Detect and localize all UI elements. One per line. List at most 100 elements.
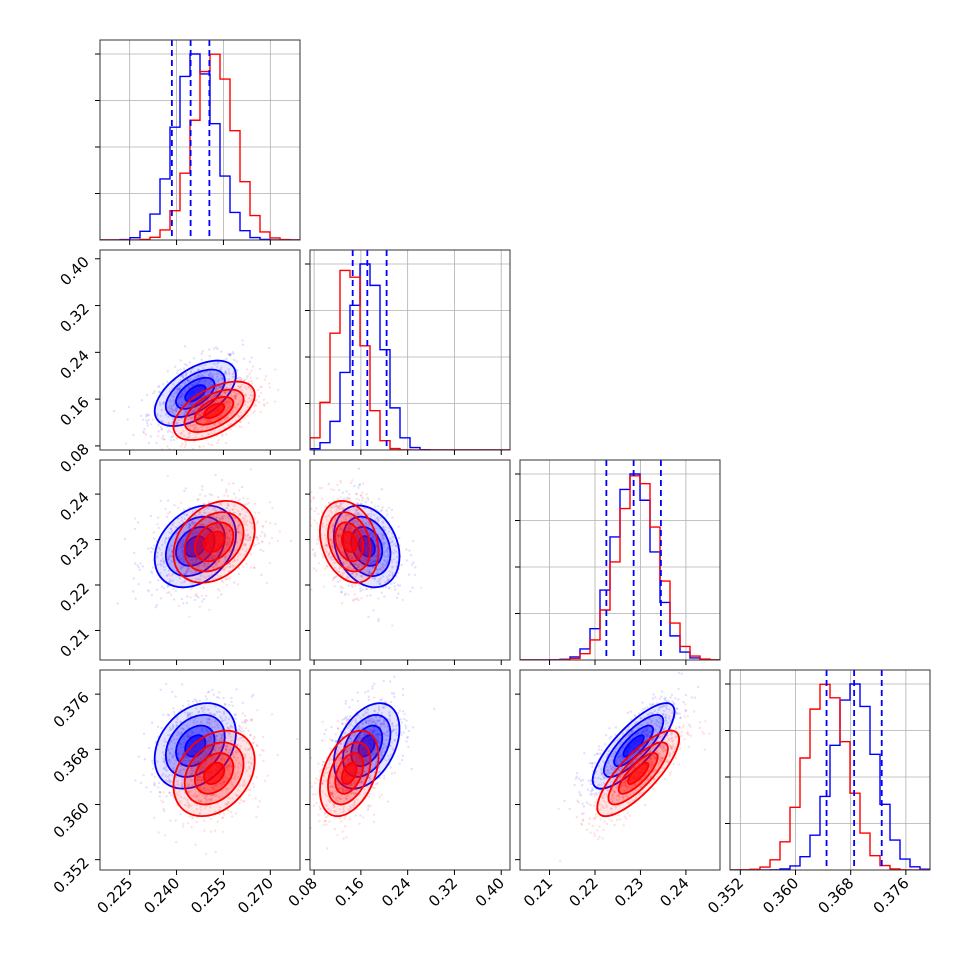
scatter-point	[217, 439, 220, 442]
scatter-point	[193, 529, 196, 532]
scatter-point	[258, 367, 262, 371]
scatter-point	[202, 553, 205, 557]
y-tick-label: 0.16	[56, 393, 92, 429]
scatter-point	[330, 538, 333, 542]
scatter-point	[226, 555, 230, 559]
scatter-point	[331, 528, 335, 531]
scatter-point	[218, 387, 221, 390]
scatter-point	[359, 502, 362, 505]
scatter-point	[347, 584, 350, 587]
scatter-point	[199, 403, 202, 407]
scatter-point	[374, 527, 377, 530]
scatter-point	[361, 496, 364, 500]
scatter-point	[216, 441, 219, 445]
scatter-point	[201, 572, 204, 575]
scatter-point	[241, 712, 244, 715]
scatter-point	[355, 532, 358, 535]
scatter-point	[353, 553, 357, 556]
scatter-point	[177, 402, 181, 405]
scatter-point	[159, 597, 163, 600]
scatter-point	[173, 413, 176, 416]
scatter-point	[192, 410, 195, 413]
scatter-point	[183, 445, 186, 449]
scatter-point	[199, 547, 203, 551]
scatter-point	[203, 508, 206, 511]
scatter-point	[156, 555, 159, 558]
scatter-point	[219, 386, 222, 389]
scatter-point	[141, 418, 145, 421]
scatter-point	[214, 378, 217, 381]
scatter-point	[224, 554, 228, 557]
scatter-point	[369, 531, 372, 534]
scatter-point	[323, 545, 326, 548]
density-contour	[357, 535, 376, 558]
scatter-point	[312, 497, 315, 500]
scatter-point	[250, 695, 253, 698]
scatter-point	[167, 748, 170, 751]
scatter-point	[250, 522, 253, 525]
scatter-point	[357, 467, 361, 470]
scatter-point	[332, 543, 336, 546]
scatter-point	[301, 528, 303, 530]
scatter-point	[183, 559, 186, 562]
scatter-point	[205, 419, 209, 422]
scatter-point	[249, 388, 252, 391]
scatter-point	[372, 609, 375, 612]
scatter-point	[355, 534, 359, 538]
scatter-point	[315, 569, 318, 572]
scatter-point	[366, 544, 370, 547]
scatter-point	[383, 555, 387, 558]
scatter-point	[250, 390, 253, 394]
scatter-point	[365, 587, 369, 591]
scatter-point	[187, 388, 190, 391]
scatter-point	[348, 564, 351, 567]
scatter-point	[163, 587, 166, 590]
scatter-point	[381, 536, 384, 539]
scatter-point	[181, 376, 185, 379]
scatter-point	[179, 742, 182, 745]
scatter-point	[341, 560, 345, 564]
scatter-point	[216, 574, 219, 577]
density-contour	[164, 368, 226, 418]
scatter-point	[204, 533, 207, 537]
scatter-point	[183, 741, 186, 745]
scatter-point	[311, 548, 315, 551]
scatter-point	[346, 566, 349, 569]
scatter-point	[170, 405, 173, 408]
scatter-point	[276, 753, 279, 757]
scatter-point	[187, 527, 190, 530]
scatter-point	[215, 696, 219, 699]
scatter-point	[168, 547, 172, 551]
scatter-point	[160, 552, 163, 555]
scatter-point	[227, 504, 230, 507]
scatter-point	[171, 690, 174, 693]
scatter-point	[358, 542, 361, 545]
scatter-point	[236, 384, 240, 388]
scatter-point	[376, 520, 379, 523]
scatter-point	[162, 560, 166, 564]
scatter-point	[214, 473, 217, 477]
scatter-point	[331, 524, 335, 528]
scatter-point	[358, 513, 361, 517]
scatter-point	[168, 580, 171, 584]
scatter-point	[362, 560, 366, 563]
scatter-point	[338, 546, 341, 549]
scatter-point	[240, 485, 244, 489]
scatter-point	[164, 768, 168, 771]
scatter-point	[231, 515, 234, 518]
scatter-point	[182, 738, 185, 741]
scatter-point	[217, 516, 221, 519]
scatter-point	[350, 568, 354, 571]
scatter-point	[171, 412, 175, 415]
scatter-point	[225, 433, 228, 436]
scatter-point	[310, 588, 313, 591]
scatter-point	[331, 541, 334, 544]
scatter-point	[194, 406, 197, 409]
scatter-point	[190, 403, 193, 407]
scatter-point	[367, 498, 370, 501]
panel-frame	[99, 249, 301, 451]
scatter-point	[245, 510, 249, 514]
scatter-point	[191, 522, 194, 525]
scatter-point	[377, 505, 380, 508]
scatter-point	[170, 747, 173, 750]
